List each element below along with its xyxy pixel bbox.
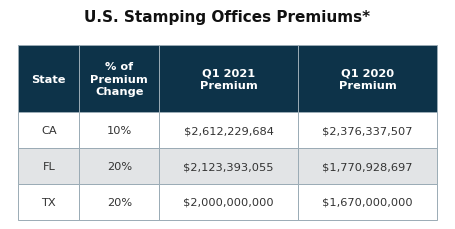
Text: U.S. Stamping Offices Premiums*: U.S. Stamping Offices Premiums* [85, 10, 370, 25]
Bar [159, 46, 298, 113]
Text: $2,376,337,507: $2,376,337,507 [322, 126, 413, 136]
Bar [298, 113, 437, 148]
Text: % of
Premium
Change: % of Premium Change [91, 62, 148, 97]
Bar [18, 46, 79, 113]
Bar [79, 148, 159, 184]
Text: $1,770,928,697: $1,770,928,697 [322, 161, 413, 171]
Bar [159, 148, 298, 184]
Text: State: State [31, 74, 66, 84]
Bar [79, 46, 159, 113]
Text: $2,000,000,000: $2,000,000,000 [183, 197, 274, 207]
Text: Q1 2020
Premium: Q1 2020 Premium [339, 68, 396, 91]
Bar [79, 184, 159, 220]
Text: $2,123,393,055: $2,123,393,055 [183, 161, 274, 171]
Text: TX: TX [41, 197, 56, 207]
Bar [298, 184, 437, 220]
Text: $1,670,000,000: $1,670,000,000 [322, 197, 413, 207]
Bar [298, 148, 437, 184]
Text: 10%: 10% [106, 126, 132, 136]
Bar [18, 113, 79, 148]
Text: 20%: 20% [107, 197, 132, 207]
Bar [18, 148, 79, 184]
Text: 20%: 20% [107, 161, 132, 171]
Text: $2,612,229,684: $2,612,229,684 [184, 126, 273, 136]
Bar [79, 113, 159, 148]
Bar [159, 113, 298, 148]
Text: Q1 2021
Premium: Q1 2021 Premium [200, 68, 258, 91]
Bar [298, 46, 437, 113]
Bar [18, 184, 79, 220]
Bar [159, 184, 298, 220]
Text: CA: CA [41, 126, 56, 136]
Text: FL: FL [42, 161, 55, 171]
